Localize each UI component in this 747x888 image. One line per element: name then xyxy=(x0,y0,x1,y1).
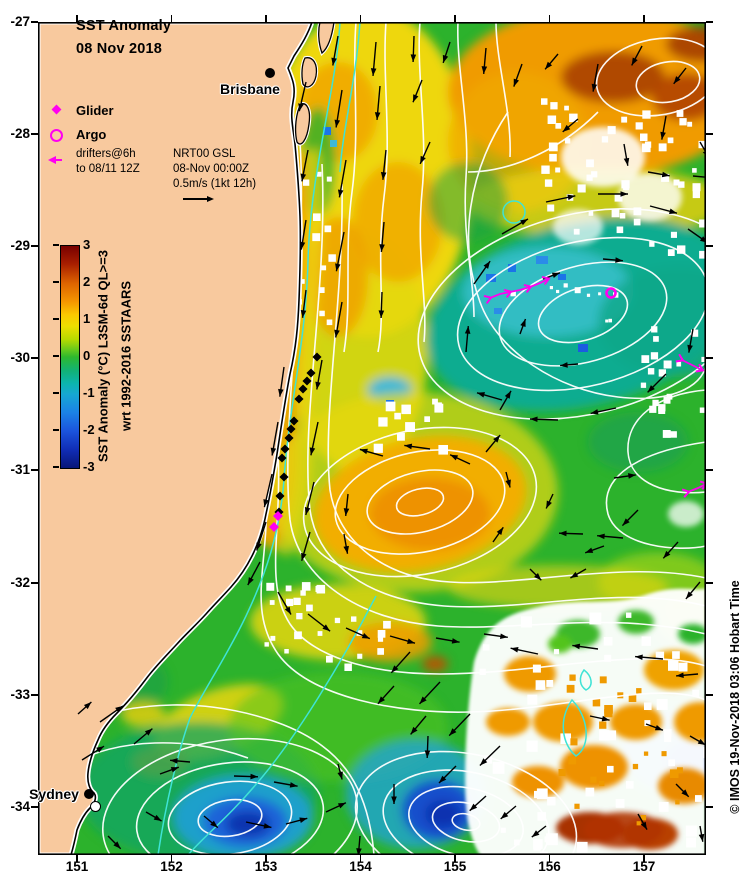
legend-argo-label: Argo xyxy=(76,127,107,142)
current-arrows xyxy=(77,35,706,855)
y-tick xyxy=(31,245,38,247)
velocity-key-time: 08-Nov 00:00Z xyxy=(173,163,250,175)
x-tick-top xyxy=(643,15,645,22)
x-tick-top xyxy=(548,15,551,22)
x-tick xyxy=(548,855,551,862)
y-tick-right xyxy=(706,245,713,247)
legend-drifters-line1: drifters@6h xyxy=(76,148,136,160)
colorbar-label-line1: SST Anomaly (°C) L3SM-6d QL>=3 xyxy=(95,249,111,463)
attribution: © IMOS 19-Nov-2018 03:06 Hobart Time xyxy=(728,580,742,814)
x-tick-label: 156 xyxy=(538,859,561,874)
x-tick-label: 151 xyxy=(65,859,89,874)
y-tick xyxy=(31,694,38,696)
y-tick-label: -27 xyxy=(10,14,30,29)
x-tick-top xyxy=(265,15,267,22)
velocity-key-arrow-icon xyxy=(183,196,214,202)
x-tick xyxy=(643,855,645,862)
x-tick-label: 154 xyxy=(349,859,372,874)
x-tick xyxy=(76,855,78,862)
city-dot-brisbane xyxy=(265,68,275,78)
legend-glider-label: Glider xyxy=(76,103,114,118)
y-tick-label: -31 xyxy=(10,462,30,477)
y-tick-right xyxy=(706,694,713,696)
map-canvas xyxy=(38,22,706,855)
colorbar-tick xyxy=(53,355,59,357)
y-tick xyxy=(31,357,38,359)
y-tick-right xyxy=(706,133,713,135)
colorbar-tick xyxy=(53,392,59,394)
colorbar-tick xyxy=(53,318,59,320)
argo-icon xyxy=(50,129,63,142)
y-tick xyxy=(31,133,38,135)
x-tick-label: 153 xyxy=(254,859,278,874)
colorbar xyxy=(60,245,80,469)
y-tick xyxy=(31,21,38,23)
colorbar-tick xyxy=(53,281,59,283)
x-tick-top xyxy=(359,15,362,22)
legend-drifters-line2: to 08/11 12Z xyxy=(76,163,140,175)
x-tick-top xyxy=(170,15,173,22)
drifter-icon xyxy=(48,156,62,164)
map-title: SST Anomaly xyxy=(76,18,172,34)
y-tick-right xyxy=(706,469,713,471)
y-tick-label: -28 xyxy=(10,126,30,141)
x-tick-label: 152 xyxy=(160,859,183,874)
y-tick-right xyxy=(706,21,713,23)
colorbar-tick-label: 0 xyxy=(83,348,91,363)
y-tick xyxy=(31,469,38,471)
colorbar-tick-label: -3 xyxy=(83,459,95,474)
velocity-key-scale: 0.5m/s (1kt 12h) xyxy=(173,178,257,190)
cloud-gaps xyxy=(264,98,706,855)
isobath-contours xyxy=(157,22,592,855)
y-tick-label: -34 xyxy=(10,799,30,814)
y-tick-label: -30 xyxy=(10,350,30,365)
colorbar-tick-label: 1 xyxy=(83,311,91,326)
x-tick xyxy=(454,855,456,862)
x-tick-top xyxy=(76,15,78,22)
colorbar-tick-label: 2 xyxy=(83,274,91,289)
y-tick-right xyxy=(706,357,713,359)
city-label-sydney: Sydney xyxy=(29,786,79,802)
y-tick-right xyxy=(706,582,713,584)
velocity-key-source: NRT00 GSL xyxy=(173,148,236,160)
x-tick-label: 155 xyxy=(443,859,467,874)
y-tick-label: -32 xyxy=(10,575,30,590)
x-tick xyxy=(265,855,267,862)
colorbar-tick xyxy=(53,466,59,468)
x-tick xyxy=(170,855,173,862)
y-tick-label: -33 xyxy=(10,687,30,702)
x-tick xyxy=(359,855,362,862)
map-date: 08 Nov 2018 xyxy=(76,41,163,57)
colorbar-tick xyxy=(53,244,59,246)
city-dot-sydney xyxy=(84,789,94,799)
colorbar-tick-label: -1 xyxy=(83,385,95,400)
y-tick-label: -29 xyxy=(10,238,30,253)
y-tick xyxy=(31,806,38,808)
y-tick xyxy=(31,582,38,584)
station-ring-marker xyxy=(90,801,101,812)
map-frame xyxy=(38,22,706,855)
x-tick-label: 157 xyxy=(632,859,656,874)
colorbar-tick xyxy=(53,429,59,431)
y-tick-right xyxy=(706,806,713,808)
city-label-brisbane: Brisbane xyxy=(220,81,280,97)
colorbar-tick-label: -2 xyxy=(83,422,95,437)
colorbar-tick-label: 3 xyxy=(83,237,91,252)
x-tick-top xyxy=(454,15,456,22)
colorbar-label-line2: wrt 1992-2016 SSTAARS xyxy=(118,280,134,432)
ssh-contours xyxy=(71,22,706,855)
